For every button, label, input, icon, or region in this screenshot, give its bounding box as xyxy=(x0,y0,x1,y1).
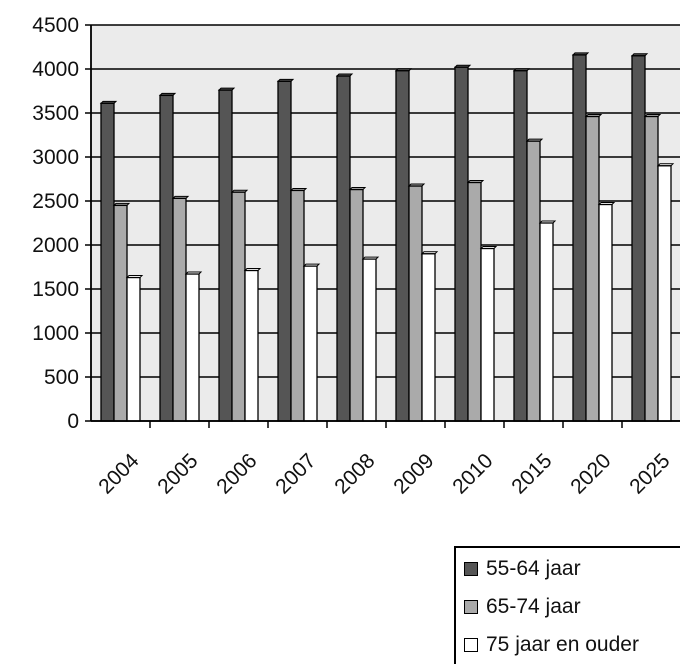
y-tick-label: 4500 xyxy=(32,14,79,37)
bar xyxy=(362,258,377,422)
x-tick-label: 2004 xyxy=(94,449,144,499)
legend-item-65-74: 65-74 jaar xyxy=(464,592,581,622)
axes xyxy=(85,24,680,428)
bar xyxy=(303,265,318,422)
bar xyxy=(539,222,554,422)
bar xyxy=(172,197,187,422)
legend-swatch-75-plus xyxy=(464,638,478,652)
bar xyxy=(100,102,115,422)
bar-chart: 0 500 1000 1500 2000 2500 3000 3500 4000 4500 200… xyxy=(32,14,680,499)
x-tick-label: 2006 xyxy=(212,449,261,498)
y-tick-label: 500 xyxy=(44,366,79,389)
x-tick-label: 2005 xyxy=(153,449,202,498)
bar xyxy=(644,115,659,422)
y-axis-labels: 0 500 1000 1500 2000 2500 3000 3500 4000 4500 xyxy=(32,14,79,433)
bar xyxy=(126,276,141,422)
y-tick-label: 3000 xyxy=(32,146,79,169)
bar xyxy=(395,70,410,422)
legend: 55-64 jaar 65-74 jaar 75 jaar en ouder xyxy=(454,546,680,664)
bar xyxy=(585,115,600,422)
bar xyxy=(657,165,672,422)
bar xyxy=(185,273,200,422)
legend-item-75-plus: 75 jaar en ouder xyxy=(464,630,639,660)
bar xyxy=(231,191,246,422)
bar xyxy=(598,203,613,422)
y-tick-label: 0 xyxy=(67,410,79,433)
legend-label-75-plus: 75 jaar en ouder xyxy=(486,633,639,656)
legend-item-55-64: 55-64 jaar xyxy=(464,554,581,584)
bar xyxy=(572,54,587,422)
x-tick-label: 2020 xyxy=(566,449,615,498)
bar xyxy=(513,70,528,422)
y-tick-label: 1000 xyxy=(32,322,79,345)
bar xyxy=(631,55,646,422)
x-tick-label: 2009 xyxy=(389,449,438,498)
y-tick-label: 1500 xyxy=(32,278,79,301)
bar xyxy=(349,188,364,422)
bar xyxy=(480,247,495,422)
bar xyxy=(277,80,292,422)
bar xyxy=(336,75,351,422)
y-tick-label: 2000 xyxy=(32,234,79,257)
legend-swatch-55-64 xyxy=(464,562,478,576)
x-tick-label: 2010 xyxy=(448,449,497,498)
x-tick-label: 2025 xyxy=(625,449,674,498)
bar xyxy=(159,94,174,422)
y-tick-label: 2500 xyxy=(32,190,79,213)
bar xyxy=(290,189,305,422)
bar xyxy=(113,204,128,422)
bar xyxy=(244,269,259,422)
x-tick-label: 2015 xyxy=(507,449,556,498)
bars xyxy=(99,52,675,422)
legend-label-65-74: 65-74 jaar xyxy=(486,595,581,618)
x-tick-label: 2008 xyxy=(330,449,379,498)
x-axis-labels: 2004 2005 2006 2007 2008 2009 2010 2015 2020 2025 xyxy=(94,449,674,499)
y-tick-label: 3500 xyxy=(32,102,79,125)
x-tick-label: 2007 xyxy=(271,449,320,498)
bar xyxy=(454,66,469,422)
bar xyxy=(467,181,482,422)
bar xyxy=(421,253,436,422)
bar xyxy=(526,140,541,422)
legend-label-55-64: 55-64 jaar xyxy=(486,557,581,580)
legend-swatch-65-74 xyxy=(464,600,478,614)
bar xyxy=(408,185,423,422)
y-tick-label: 4000 xyxy=(32,58,79,81)
bar xyxy=(218,89,233,422)
